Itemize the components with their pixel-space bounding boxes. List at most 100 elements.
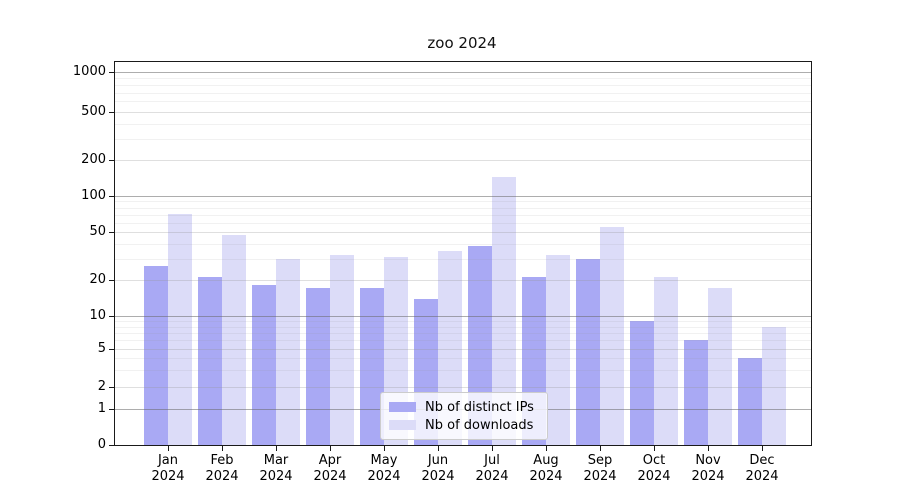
- y-tick-mark: [109, 112, 115, 113]
- minor-gridline: [115, 201, 811, 202]
- chart-title: zoo 2024: [427, 34, 497, 52]
- y-tick-label: 2: [97, 379, 106, 394]
- x-tick-mark: [546, 445, 547, 451]
- x-tick-label: Apr 2024: [313, 453, 347, 484]
- bar-downloads: [546, 255, 570, 445]
- x-tick-mark: [438, 445, 439, 451]
- bar-distinct-ips: [576, 258, 600, 445]
- gridline: [115, 160, 811, 161]
- x-tick-label: Aug 2024: [529, 453, 563, 484]
- y-tick-label: 20: [89, 272, 106, 287]
- minor-gridline: [115, 208, 811, 209]
- minor-gridline: [115, 93, 811, 94]
- x-tick-mark: [762, 445, 763, 451]
- y-tick-mark: [109, 445, 115, 446]
- bar-distinct-ips: [306, 288, 330, 445]
- minor-gridline: [115, 340, 811, 341]
- legend-label: Nb of downloads: [425, 417, 534, 433]
- bar-downloads: [330, 255, 354, 445]
- y-tick-mark: [109, 232, 115, 233]
- minor-gridline: [115, 321, 811, 322]
- minor-gridline: [115, 85, 811, 86]
- y-tick-mark: [109, 316, 115, 317]
- x-tick-mark: [276, 445, 277, 451]
- x-tick-label: Jul 2024: [475, 453, 509, 484]
- bar-distinct-ips: [738, 358, 762, 445]
- bar-downloads: [654, 277, 678, 445]
- gridline: [115, 349, 811, 350]
- x-tick-label: Oct 2024: [637, 453, 671, 484]
- minor-gridline: [115, 223, 811, 224]
- minor-gridline: [115, 78, 811, 79]
- x-tick-label: May 2024: [367, 453, 401, 484]
- y-tick-mark: [109, 160, 115, 161]
- legend: Nb of distinct IPs Nb of downloads: [380, 392, 548, 440]
- bar-downloads: [222, 235, 246, 445]
- y-tick-label: 100: [81, 188, 106, 203]
- minor-gridline: [115, 333, 811, 334]
- gridline: [115, 112, 811, 113]
- bar-distinct-ips: [252, 285, 276, 445]
- y-tick-mark: [109, 280, 115, 281]
- x-tick-mark: [168, 445, 169, 451]
- minor-gridline: [115, 259, 811, 260]
- minor-gridline: [115, 327, 811, 328]
- minor-gridline: [115, 139, 811, 140]
- minor-gridline: [115, 370, 811, 371]
- major-gridline: [115, 72, 811, 73]
- gridline: [115, 387, 811, 388]
- major-gridline: [115, 316, 811, 317]
- y-tick-label: 50: [89, 224, 106, 239]
- x-tick-mark: [654, 445, 655, 451]
- y-tick-mark: [109, 409, 115, 410]
- y-tick-mark: [109, 349, 115, 350]
- minor-gridline: [115, 358, 811, 359]
- legend-item: Nb of downloads: [389, 416, 539, 434]
- x-tick-mark: [600, 445, 601, 451]
- legend-item: Nb of distinct IPs: [389, 398, 539, 416]
- x-tick-label: Feb 2024: [205, 453, 239, 484]
- gridline: [115, 232, 811, 233]
- bar-downloads: [168, 213, 192, 445]
- x-tick-mark: [384, 445, 385, 451]
- x-tick-label: Nov 2024: [691, 453, 725, 484]
- major-gridline: [115, 196, 811, 197]
- minor-gridline: [115, 124, 811, 125]
- legend-swatch-downloads: [389, 420, 416, 430]
- y-tick-label: 0: [97, 437, 106, 452]
- x-tick-label: Jun 2024: [421, 453, 455, 484]
- legend-swatch-distinct-ips: [389, 402, 416, 412]
- x-tick-mark: [330, 445, 331, 451]
- y-tick-label: 1: [97, 401, 106, 416]
- minor-gridline: [115, 215, 811, 216]
- bar-downloads: [276, 258, 300, 445]
- plot-area: 0 1 2 5 10 20 50 100 200 500 1000 Jan 2024 Feb 2024 Mar…: [73, 61, 812, 484]
- y-tick-label: 500: [81, 104, 106, 119]
- y-tick-mark: [109, 196, 115, 197]
- minor-gridline: [115, 244, 811, 245]
- y-tick-mark: [109, 72, 115, 73]
- bar-distinct-ips: [684, 340, 708, 445]
- x-tick-mark: [222, 445, 223, 451]
- y-tick-mark: [109, 387, 115, 388]
- minor-gridline: [115, 101, 811, 102]
- bar-downloads: [708, 288, 732, 445]
- bar-distinct-ips: [198, 277, 222, 445]
- bar-distinct-ips: [144, 266, 168, 445]
- y-tick-label: 10: [89, 308, 106, 323]
- legend-label: Nb of distinct IPs: [425, 399, 534, 415]
- x-tick-label: Sep 2024: [583, 453, 617, 484]
- bar-downloads: [600, 227, 624, 445]
- bar-downloads: [762, 326, 786, 445]
- bar-distinct-ips: [630, 321, 654, 445]
- x-tick-label: Mar 2024: [259, 453, 293, 484]
- x-tick-mark: [708, 445, 709, 451]
- y-tick-label: 200: [81, 152, 106, 167]
- y-tick-label: 1000: [72, 64, 106, 79]
- x-tick-label: Jan 2024: [151, 453, 185, 484]
- y-tick-label: 5: [97, 341, 106, 356]
- x-tick-label: Dec 2024: [745, 453, 779, 484]
- x-tick-mark: [492, 445, 493, 451]
- gridline: [115, 280, 811, 281]
